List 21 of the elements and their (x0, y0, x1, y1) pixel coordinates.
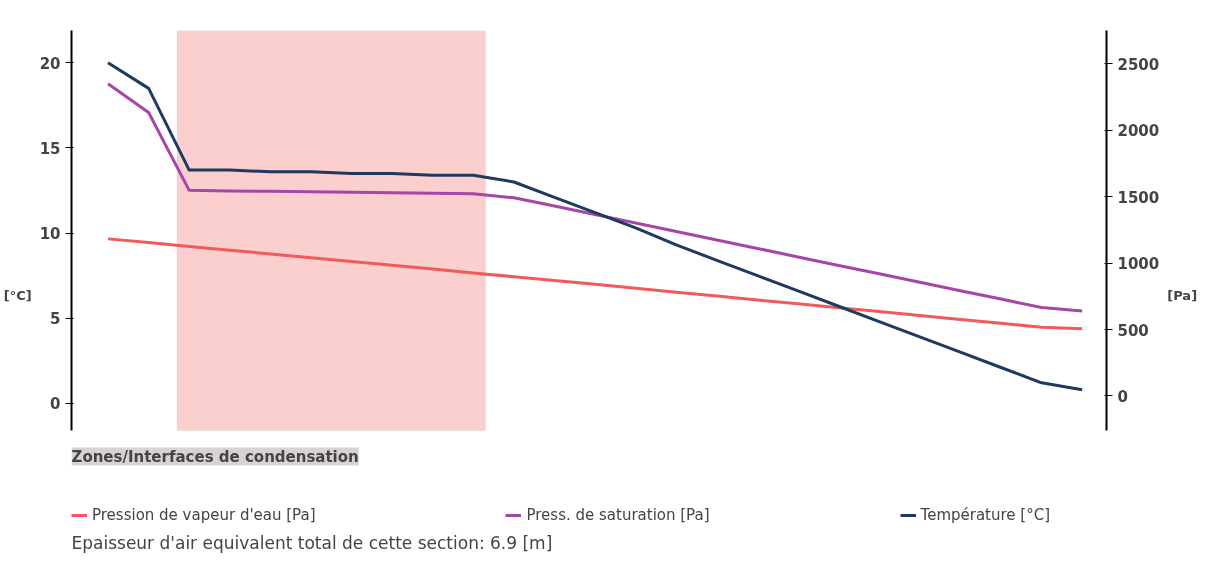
y2-tick-label: 2500 (1117, 55, 1160, 74)
y-tick-label: 20 (39, 54, 61, 73)
y2-axis-title: [Pa] (1167, 288, 1198, 303)
y-tick-label: 10 (39, 225, 61, 244)
legend-label: Pression de vapeur d'eau [Pa] (92, 506, 316, 524)
y-tick-label: 15 (39, 139, 61, 158)
text: Zones/Interfaces de condensation (71, 447, 359, 466)
y2-tick-label: 1500 (1117, 188, 1160, 207)
text: Epaisseur d'air equivalent total de cette section: 6.9 [m] (71, 532, 553, 553)
line-series (106, 237, 1084, 331)
y2-tick-label: 500 (1117, 321, 1149, 340)
y-axis-title: [°C] (3, 288, 32, 303)
legend-label: Press. de saturation [Pa] (526, 506, 710, 524)
y2-tick-label: 2000 (1117, 122, 1160, 141)
line-series (106, 61, 1084, 392)
line-series (106, 82, 1084, 313)
y2-tick-label: 0 (1117, 387, 1128, 406)
y-tick-label: 5 (50, 310, 61, 329)
y-tick-label: 0 (50, 395, 61, 414)
legend-label: Température [°C] (920, 506, 1051, 524)
y2-tick-label: 1000 (1117, 255, 1160, 274)
